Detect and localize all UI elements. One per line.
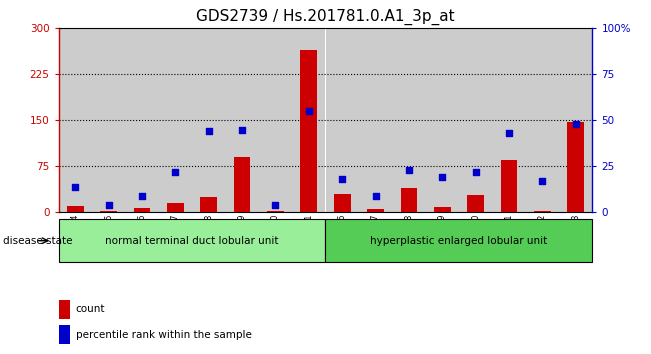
Bar [525, 28, 559, 212]
Point [570, 121, 581, 127]
Point [303, 108, 314, 114]
Point [370, 193, 381, 199]
Point [170, 169, 180, 175]
Point [337, 176, 348, 182]
Bar [59, 300, 70, 319]
Point [104, 202, 114, 208]
Bar [301, 50, 317, 212]
Bar [192, 28, 225, 212]
Bar [225, 28, 258, 212]
Bar [467, 195, 484, 212]
Point [504, 130, 514, 136]
Text: percentile rank within the sample: percentile rank within the sample [76, 330, 251, 340]
Bar [159, 28, 192, 212]
Bar [59, 325, 70, 344]
Point [471, 169, 481, 175]
Bar [434, 207, 450, 212]
Bar [326, 219, 592, 262]
Bar [258, 28, 292, 212]
Point [437, 175, 447, 180]
Bar [59, 28, 92, 212]
Bar [326, 28, 359, 212]
Bar [501, 160, 518, 212]
Point [537, 178, 547, 184]
Bar [492, 28, 525, 212]
Bar [534, 211, 551, 212]
Text: hyperplastic enlarged lobular unit: hyperplastic enlarged lobular unit [370, 236, 547, 246]
Text: count: count [76, 304, 105, 314]
Bar [359, 28, 392, 212]
Bar [559, 28, 592, 212]
Text: GDS2739 / Hs.201781.0.A1_3p_at: GDS2739 / Hs.201781.0.A1_3p_at [196, 9, 455, 25]
Bar [167, 203, 184, 212]
Point [70, 184, 81, 189]
Point [137, 193, 147, 199]
Bar [125, 28, 159, 212]
Bar [426, 28, 459, 212]
Point [270, 202, 281, 208]
Bar [367, 209, 384, 212]
Bar [459, 28, 492, 212]
Text: normal terminal duct lobular unit: normal terminal duct lobular unit [105, 236, 279, 246]
Bar [334, 194, 350, 212]
Bar [133, 208, 150, 212]
Bar [568, 121, 584, 212]
Bar [234, 157, 251, 212]
Bar [67, 206, 83, 212]
Bar [59, 219, 326, 262]
Point [237, 127, 247, 132]
Bar [400, 188, 417, 212]
Point [404, 167, 414, 173]
Bar [201, 197, 217, 212]
Bar [392, 28, 426, 212]
Point [204, 129, 214, 134]
Bar [292, 28, 326, 212]
Bar [92, 28, 125, 212]
Bar [267, 211, 284, 212]
Bar [100, 211, 117, 212]
Text: disease state: disease state [3, 236, 73, 246]
